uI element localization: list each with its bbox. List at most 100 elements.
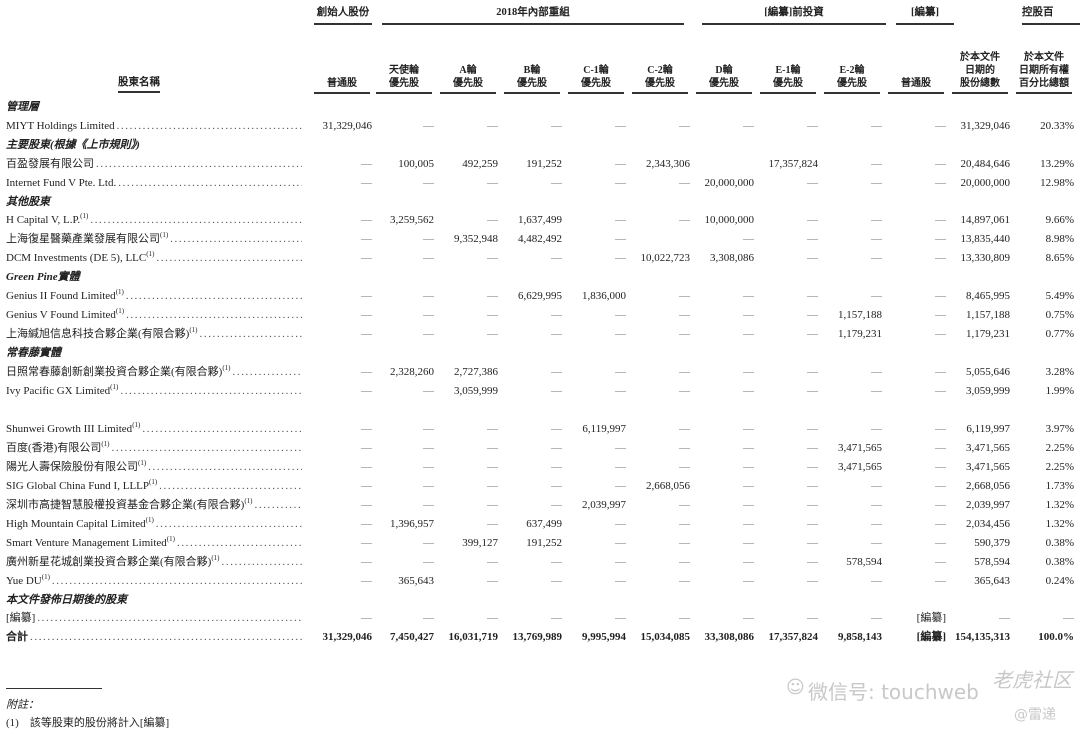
table-row: H Capital V, L.P.(1)....................… xyxy=(0,211,1080,229)
footnote-ref: (1) xyxy=(149,478,158,487)
value-cell: — xyxy=(361,365,372,378)
leader-dots: ........................................… xyxy=(111,442,303,455)
table-row: 百度(香港)有限公司(1)...........................… xyxy=(0,439,1080,457)
value-cell: — xyxy=(423,308,434,321)
value-cell: — xyxy=(615,365,626,378)
value-cell: — xyxy=(743,384,754,397)
column-header-line: 普通股 xyxy=(327,78,357,89)
leader-dots: ........................................… xyxy=(156,252,302,265)
value-cell: 31,329,046 xyxy=(322,631,373,644)
value-cell: 1,396,957 xyxy=(390,517,434,530)
shareholder-name-cell: H Capital V, L.P.(1)....................… xyxy=(6,211,302,229)
value-cell: — xyxy=(743,574,754,587)
column-header-line: 股份總數 xyxy=(960,78,1000,89)
footnote-1: (1) 該等股東的股份將計入[編纂] xyxy=(6,717,170,729)
leader-dots: ........................................… xyxy=(120,384,302,397)
value-cell: — xyxy=(935,384,946,397)
value-cell: 365,643 xyxy=(974,574,1010,587)
value-cell: 1,179,231 xyxy=(966,327,1010,340)
value-cell: 10,022,723 xyxy=(640,252,691,265)
value-cell: — xyxy=(871,119,882,132)
group-header-ipo: [編纂] xyxy=(896,4,954,25)
column-header-line: D輪 xyxy=(715,65,733,76)
footnote-ref: (1) xyxy=(115,288,124,296)
value-cell: — xyxy=(487,499,498,511)
value-cell: — xyxy=(743,442,754,455)
value-cell: 9,858,143 xyxy=(838,631,882,644)
value-cell: — xyxy=(615,612,626,625)
value-cell: — xyxy=(743,461,754,474)
value-cell: — xyxy=(807,555,818,568)
footnote-divider xyxy=(6,688,102,689)
shareholder-name-cell: 百盈發展有限公司................................… xyxy=(6,155,302,173)
value-cell: 2,668,056 xyxy=(966,480,1010,493)
section-label: 其他股東 xyxy=(6,195,50,208)
value-cell: 33,308,086 xyxy=(704,631,755,644)
footnote-ref: (1) xyxy=(110,382,119,391)
table-row: 日照常春藤創新創業投資合夥企業(有限合夥)(1)................… xyxy=(0,363,1080,381)
shareholder-name-cell: Genius V Found Limited(1)...............… xyxy=(6,306,302,324)
group-header-pre-ipo: [編纂]前投資 xyxy=(702,4,886,25)
value-cell: — xyxy=(807,517,818,530)
column-header-line: 百分比總額 xyxy=(1019,78,1069,89)
table-row: 深圳市高捷智慧股權投資基金合夥企業(有限合夥)(1)..............… xyxy=(0,496,1080,514)
value-cell: — xyxy=(807,423,818,436)
value-cell: — xyxy=(615,384,626,397)
value-cell: — xyxy=(615,555,626,568)
value-cell: — xyxy=(807,480,818,493)
leader-dots: ........................................… xyxy=(125,290,302,302)
value-cell: — xyxy=(935,308,946,321)
value-cell: — xyxy=(551,327,562,340)
value-cell: 13,769,989 xyxy=(512,631,563,644)
shareholder-name-cell: 百度(香港)有限公司(1)...........................… xyxy=(6,439,302,457)
value-cell: — xyxy=(743,365,754,378)
footnote-ref: (1) xyxy=(222,363,231,372)
shareholder-name-cell: Yue DU(1)...............................… xyxy=(6,572,302,590)
value-cell: 5,055,646 xyxy=(966,365,1010,378)
value-cell: 10,000,000 xyxy=(704,214,755,227)
value-cell: — xyxy=(679,442,690,455)
value-cell: — xyxy=(871,233,882,246)
leader-dots: ........................................… xyxy=(155,517,302,530)
value-cell: — xyxy=(615,252,626,265)
value-cell: — xyxy=(551,499,562,511)
value-cell: — xyxy=(551,119,562,132)
value-cell: 100.0% xyxy=(1038,631,1074,644)
value-cell: 3,471,565 xyxy=(966,442,1010,455)
table-row: Smart Venture Management Limited(1).....… xyxy=(0,534,1080,552)
value-cell: 578,594 xyxy=(846,555,882,568)
value-cell: — xyxy=(423,480,434,493)
value-cell: — xyxy=(807,119,818,132)
shareholder-name-cell: Smart Venture Management Limited(1).....… xyxy=(6,534,302,552)
value-cell: — xyxy=(423,423,434,436)
value-cell: 20,000,000 xyxy=(704,176,755,189)
shareholder-name-cell: High Mountain Capital Limited(1)........… xyxy=(6,515,302,533)
column-header: 於本文件 日期所有權 百分比總額 xyxy=(1016,52,1072,94)
value-cell: — xyxy=(871,574,882,587)
footnote-ref: (1) xyxy=(41,572,50,581)
value-cell: 1,157,188 xyxy=(966,308,1010,321)
value-cell: 2,039,997 xyxy=(582,499,626,511)
value-cell: — xyxy=(615,536,626,549)
value-cell: — xyxy=(743,119,754,132)
value-cell: — xyxy=(361,517,372,530)
value-cell: 492,259 xyxy=(462,157,498,170)
value-cell: — xyxy=(551,423,562,436)
value-cell: 154,135,313 xyxy=(955,631,1010,644)
value-cell: 9,352,948 xyxy=(454,233,498,246)
value-cell: 8.65% xyxy=(1045,252,1074,265)
leader-dots: ........................................… xyxy=(30,631,302,644)
value-cell: — xyxy=(871,365,882,378)
value-cell: 0.24% xyxy=(1045,574,1074,587)
value-cell: — xyxy=(551,252,562,265)
leader-dots: ........................................… xyxy=(118,176,302,189)
value-cell: 2.25% xyxy=(1045,461,1074,474)
value-cell: 4,482,492 xyxy=(518,233,562,246)
value-cell: — xyxy=(487,214,498,227)
value-cell: 12.98% xyxy=(1040,176,1074,189)
value-cell: — xyxy=(615,442,626,455)
value-cell: 0.38% xyxy=(1045,555,1074,568)
value-cell: — xyxy=(423,252,434,265)
table-row: [編纂]....................................… xyxy=(0,609,1080,627)
value-cell: 17,357,824 xyxy=(768,157,819,170)
